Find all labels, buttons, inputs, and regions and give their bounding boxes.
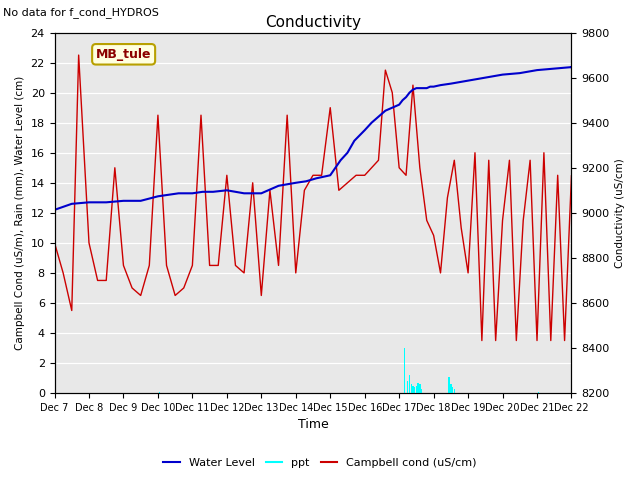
Bar — [417, 383, 419, 393]
Bar — [421, 389, 422, 393]
Bar — [410, 384, 412, 393]
Bar — [538, 392, 540, 393]
Y-axis label: Campbell Cond (uS/m), Rain (mm), Water Level (cm): Campbell Cond (uS/m), Rain (mm), Water L… — [15, 76, 25, 350]
X-axis label: Time: Time — [298, 419, 328, 432]
Bar — [454, 389, 455, 393]
Bar — [412, 385, 413, 393]
Bar — [449, 377, 450, 393]
Bar — [419, 384, 420, 393]
Bar — [407, 381, 408, 393]
Bar — [409, 375, 410, 393]
Legend: Water Level, ppt, Campbell cond (uS/cm): Water Level, ppt, Campbell cond (uS/cm) — [159, 453, 481, 472]
Bar — [450, 384, 452, 393]
Bar — [452, 387, 453, 393]
Text: MB_tule: MB_tule — [96, 48, 152, 61]
Text: No data for f_cond_HYDROS: No data for f_cond_HYDROS — [3, 7, 159, 18]
Bar — [414, 387, 415, 393]
Bar — [416, 385, 417, 393]
Bar — [404, 348, 405, 393]
Y-axis label: Conductivity (uS/cm): Conductivity (uS/cm) — [615, 158, 625, 268]
Bar — [159, 392, 161, 393]
Title: Conductivity: Conductivity — [265, 15, 361, 30]
